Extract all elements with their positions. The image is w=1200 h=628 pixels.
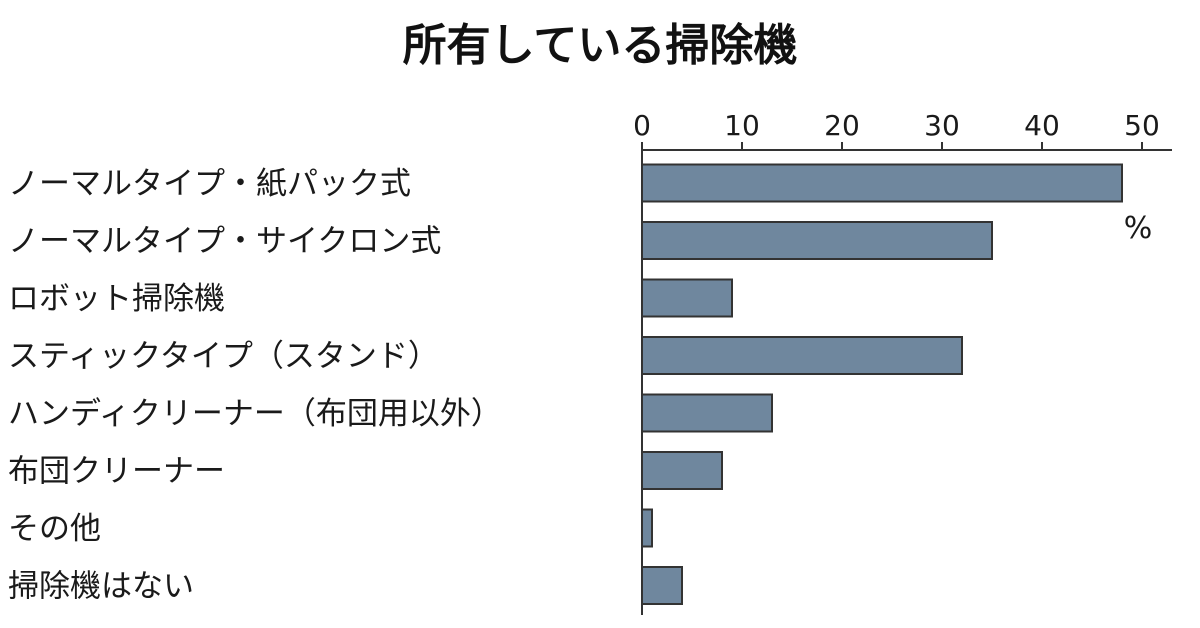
x-tick-label: 0 [633,109,651,142]
category-label: 掃除機はない [8,569,194,605]
bar [641,336,963,375]
chart-title: 所有している掃除機 [403,20,798,71]
category-label: その他 [8,511,101,547]
bar [641,221,993,260]
x-tick-label: 40 [1024,109,1060,142]
bar [641,566,683,605]
x-tick-label: 50 [1124,109,1160,142]
x-tick-label: 30 [924,109,960,142]
x-tick-label: 20 [824,109,860,142]
category-labels: ノーマルタイプ・紙パック式ノーマルタイプ・サイクロン式ロボット掃除機スティックタ… [8,166,502,605]
category-label: ノーマルタイプ・紙パック式 [8,166,411,202]
bar [641,278,733,318]
x-tick-label: 10 [724,109,760,142]
category-label: スティックタイプ（スタンド） [8,339,439,375]
bar [641,393,773,433]
category-label: ハンディクリーナー（布団用以外） [8,396,502,432]
bar [641,163,1123,203]
unit-label: % [1124,211,1153,246]
bar [641,508,653,548]
category-label: ノーマルタイプ・サイクロン式 [8,224,441,260]
bars [641,163,1123,605]
bar [641,451,723,490]
category-label: ロボット掃除機 [8,281,225,317]
category-label: 布団クリーナー [8,454,225,490]
